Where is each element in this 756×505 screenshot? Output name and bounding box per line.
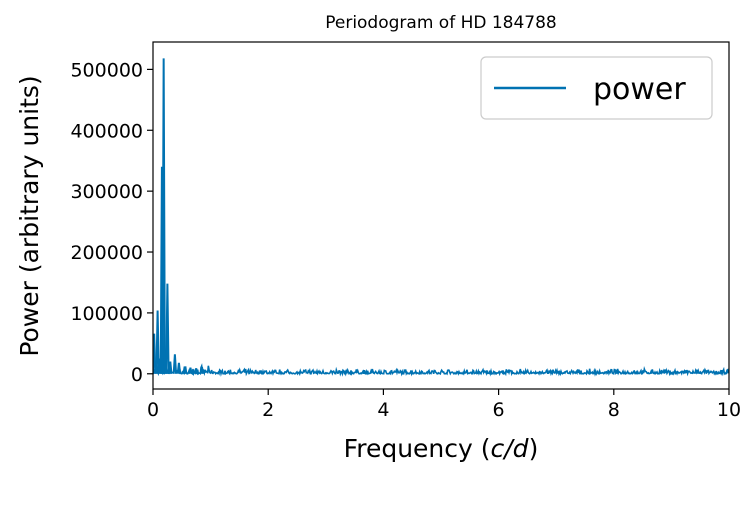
series-peak xyxy=(176,362,182,374)
y-tick-label: 300000 xyxy=(70,181,143,203)
x-axis-label: Frequency (c/d) xyxy=(344,434,539,463)
y-tick-label: 400000 xyxy=(70,120,143,142)
x-tick-label: 4 xyxy=(377,399,389,421)
y-tick-label: 100000 xyxy=(70,303,143,325)
x-axis-label-unit: c/d xyxy=(491,434,529,463)
y-tick-label: 0 xyxy=(131,364,143,386)
x-axis-label-open-paren: ( xyxy=(473,434,491,463)
series-peak xyxy=(199,366,205,374)
x-tick-label: 10 xyxy=(717,399,741,421)
x-axis-label-close-paren: ) xyxy=(529,434,539,463)
series-peak xyxy=(188,367,193,374)
x-tick-label: 8 xyxy=(608,399,620,421)
x-axis-label-text: Frequency xyxy=(344,434,473,463)
y-tick-label: 200000 xyxy=(70,242,143,264)
y-axis-label: Power (arbitrary units) xyxy=(15,75,44,356)
y-tick-label: 500000 xyxy=(70,59,143,81)
legend-label-power: power xyxy=(593,72,686,107)
x-tick-label: 0 xyxy=(147,399,159,421)
x-tick-label: 6 xyxy=(493,399,505,421)
chart-title: Periodogram of HD 184788 xyxy=(325,13,557,33)
y-axis-ticks: 0 100000 200000 300000 400000 500000 xyxy=(70,59,153,386)
legend-box xyxy=(480,56,713,120)
series-peak xyxy=(155,310,160,374)
series-peak xyxy=(182,366,187,374)
series-peak xyxy=(168,361,173,374)
plot-frame xyxy=(152,41,730,390)
series-peak xyxy=(165,283,170,374)
plot-area xyxy=(153,58,729,377)
legend: power xyxy=(480,56,713,120)
series-peak xyxy=(172,354,178,374)
series-peak xyxy=(161,58,166,374)
x-tick-label: 2 xyxy=(262,399,274,421)
x-axis-ticks: 0 2 4 6 8 10 xyxy=(147,389,741,421)
series-line-power xyxy=(153,363,729,377)
series-peak xyxy=(194,368,199,374)
